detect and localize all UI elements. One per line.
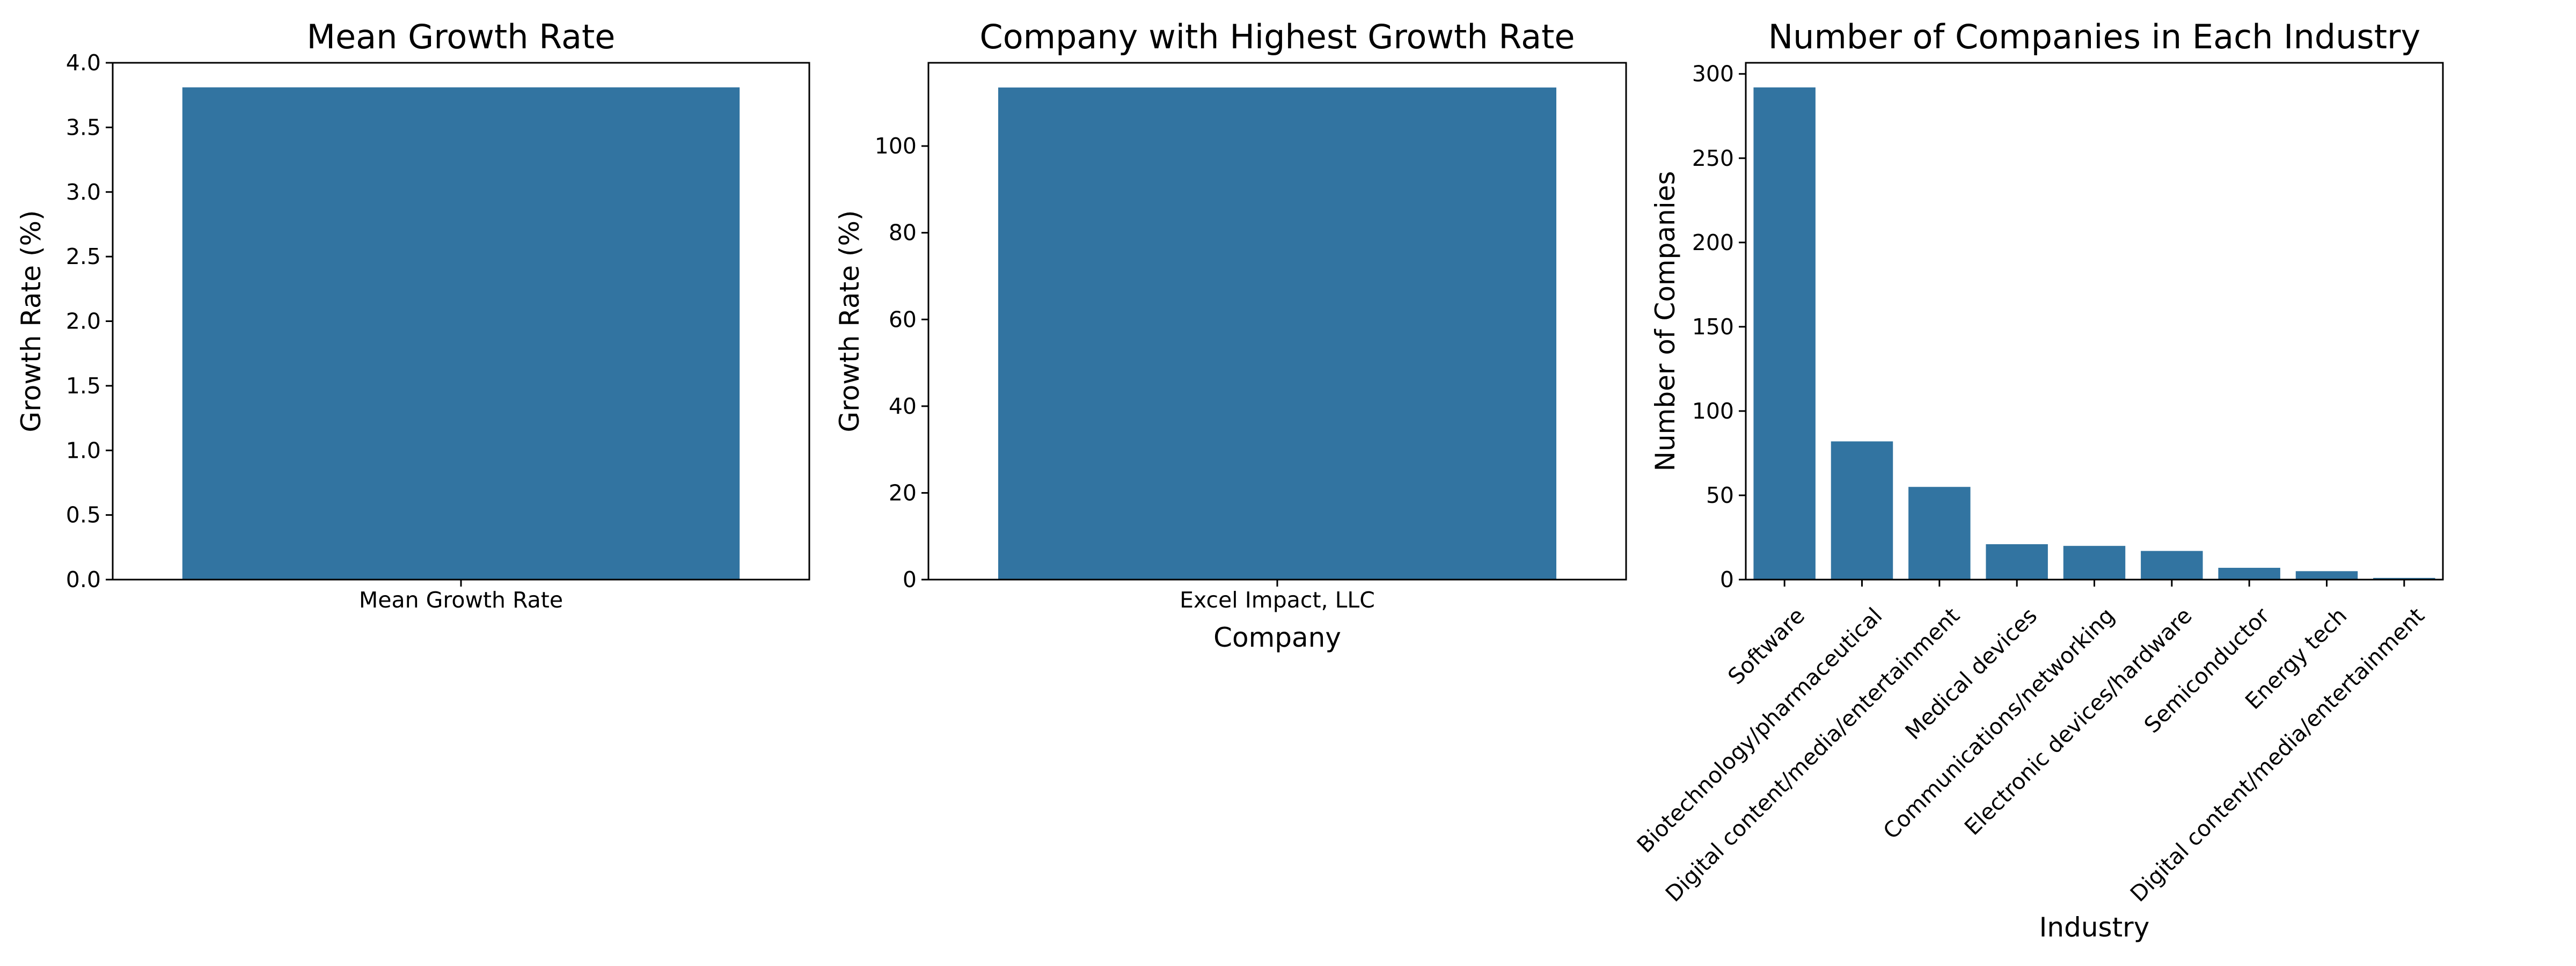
x-axis-label: Company xyxy=(1213,622,1341,653)
x-tick-label: Mean Growth Rate xyxy=(359,587,563,613)
bar-industry-4 xyxy=(2063,546,2126,580)
chart-title: Company with Highest Growth Rate xyxy=(979,17,1575,56)
panel-top-company: 0 20 40 60 80 100 Excel Impact, LLC Company wit… xyxy=(834,17,1627,653)
y-tick-label: 250 xyxy=(1692,145,1734,171)
bar-industry-3 xyxy=(1986,544,2048,580)
bar-industry-6 xyxy=(2218,568,2280,580)
y-axis-label: Growth Rate (%) xyxy=(834,210,865,433)
y-axis-label: Number of Companies xyxy=(1650,171,1681,472)
x-tick-label: Medical devices xyxy=(1900,603,2043,745)
y-tick-label: 3.0 xyxy=(66,179,101,205)
y-tick-label: 2.0 xyxy=(66,309,101,334)
y-tick-label: 40 xyxy=(889,393,917,419)
x-tick-label: Excel Impact, LLC xyxy=(1180,587,1375,613)
y-tick-label: 100 xyxy=(875,133,917,159)
y-tick-label: 0 xyxy=(903,567,917,592)
y-tick-label: 4.0 xyxy=(66,50,101,76)
y-tick-label: 1.5 xyxy=(66,373,101,399)
y-tick-label: 1.0 xyxy=(66,437,101,463)
y-tick-label: 60 xyxy=(889,306,917,332)
x-tick-label: Digital content/media/entertainment xyxy=(2125,603,2429,907)
y-axis-label: Growth Rate (%) xyxy=(16,210,47,433)
panel-industry: 050100150200250300SoftwareBiotechnology/… xyxy=(1632,17,2444,943)
chart-title: Number of Companies in Each Industry xyxy=(1768,17,2420,56)
y-tick-label: 150 xyxy=(1692,314,1734,340)
y-tick-label: 50 xyxy=(1706,482,1734,508)
y-tick-label: 0.5 xyxy=(66,502,101,528)
y-tick-label: 20 xyxy=(889,480,917,506)
panel-mean-growth: 0.0 0.5 1.0 1.5 2.0 2.5 3.0 3.5 4.0 Mean Growth R… xyxy=(16,17,810,613)
x-tick-label: Digital content/media/entertainment xyxy=(1660,603,1965,907)
y-tick-label: 3.5 xyxy=(66,114,101,140)
y-tick-label: 2.5 xyxy=(66,244,101,269)
bar-industry-8 xyxy=(2373,577,2435,580)
y-tick-label: 100 xyxy=(1692,398,1734,424)
bar-industry-1 xyxy=(1831,441,1893,580)
y-tick-label: 200 xyxy=(1692,230,1734,255)
y-tick-label: 300 xyxy=(1692,61,1734,87)
y-tick-label: 0.0 xyxy=(66,567,101,592)
chart-title: Mean Growth Rate xyxy=(307,17,616,56)
y-tick-label: 80 xyxy=(889,220,917,246)
y-tick-label: 0 xyxy=(1720,567,1734,592)
x-axis-label: Industry xyxy=(2039,912,2150,943)
bar-industry-7 xyxy=(2295,571,2358,580)
bar-industry-0 xyxy=(1753,87,1816,580)
bar-top-company-0 xyxy=(998,87,1556,580)
bar-mean-growth-0 xyxy=(182,87,740,580)
bar-industry-5 xyxy=(2141,551,2203,580)
bar-industry-2 xyxy=(1908,487,1971,580)
